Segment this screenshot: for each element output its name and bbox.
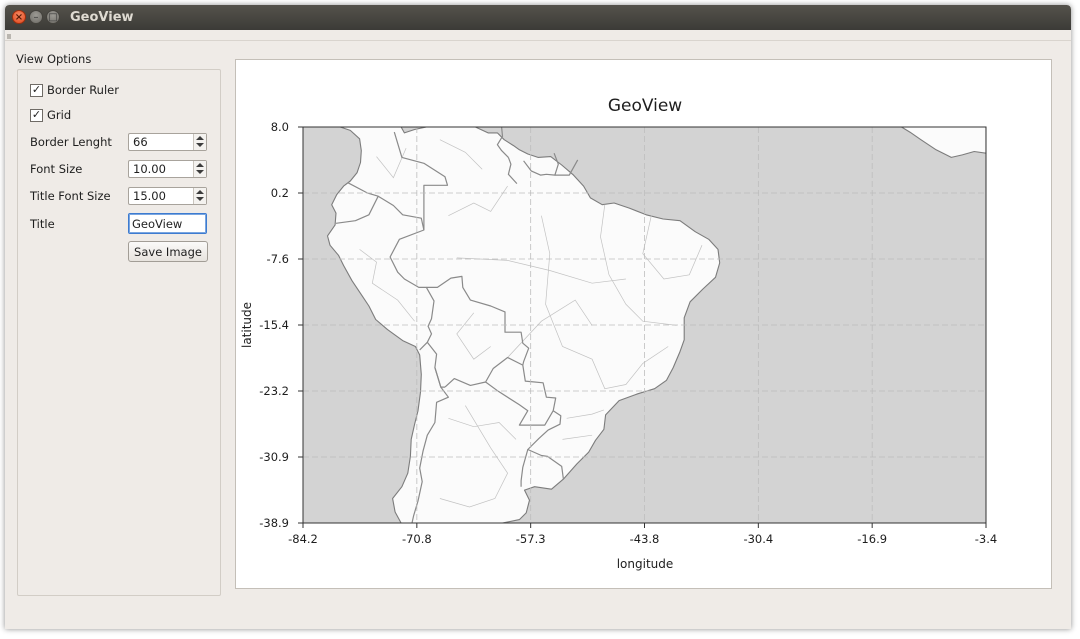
x-tick-label: -70.8 <box>402 532 432 546</box>
country-border <box>507 157 518 185</box>
minimize-icon: – <box>33 12 39 23</box>
country-border <box>426 275 530 366</box>
province-border <box>456 257 626 284</box>
arrow-up-icon[interactable] <box>196 136 204 140</box>
view-options-group <box>17 69 221 596</box>
y-tick-label: -7.6 <box>267 252 289 266</box>
y-tick-label: -30.9 <box>259 450 289 464</box>
font-size-label: Font Size <box>30 162 83 176</box>
arrow-up-icon[interactable] <box>196 190 204 194</box>
province-border <box>439 139 483 170</box>
font-size-stepper[interactable] <box>193 161 206 177</box>
x-tick-label: -43.8 <box>630 532 660 546</box>
checkmark-icon[interactable]: ✓ <box>30 108 43 122</box>
province-border <box>448 417 517 440</box>
arrow-down-icon[interactable] <box>196 143 204 147</box>
window-title: GeoView <box>70 10 134 25</box>
title-font-size-label: Title Font Size <box>30 189 111 203</box>
checkmark-icon[interactable]: ✓ <box>30 83 43 97</box>
title-font-size-stepper[interactable] <box>193 188 206 204</box>
maximize-window-button[interactable]: □ <box>46 10 60 24</box>
chart-title: GeoView <box>608 96 682 116</box>
country-border <box>485 381 554 426</box>
close-icon: × <box>14 12 24 23</box>
country-border <box>554 159 579 176</box>
y-tick-label: -23.2 <box>259 384 289 398</box>
grid-checkbox[interactable]: ✓ Grid <box>30 108 71 122</box>
border-length-label: Border Lenght <box>30 135 112 149</box>
title-font-size-spinbox[interactable]: 15.00 <box>128 187 207 205</box>
title-font-size-value: 15.00 <box>133 189 166 203</box>
arrow-down-icon[interactable] <box>196 170 204 174</box>
x-tick-label: -16.9 <box>857 532 887 546</box>
y-tick-label: -38.9 <box>259 516 289 530</box>
app-window: × – □ GeoView View Options ✓ Border Ruler… <box>5 5 1071 629</box>
province-border <box>600 204 677 326</box>
country-border <box>520 449 529 487</box>
grip-handle-icon[interactable] <box>7 34 11 39</box>
minimize-window-button[interactable]: – <box>29 10 43 24</box>
country-border <box>335 195 435 351</box>
close-window-button[interactable]: × <box>12 10 26 24</box>
view-options-label: View Options <box>16 52 92 66</box>
province-border <box>642 215 703 280</box>
border-ruler-label: Border Ruler <box>47 83 119 97</box>
country-border <box>393 131 449 230</box>
grid-label: Grid <box>47 108 72 122</box>
x-tick-label: -3.4 <box>975 532 997 546</box>
country-border <box>527 410 564 480</box>
x-tick-label: -57.3 <box>516 532 546 546</box>
maximize-icon: □ <box>48 12 58 23</box>
map-chart: -84.2 -70.8 -57.3 -43.8 -30.4 -16.9 -3.4 8.0 0.2… <box>240 96 997 571</box>
save-image-button[interactable]: Save Image <box>128 241 208 262</box>
province-border <box>448 185 508 217</box>
y-axis-label: latitude <box>240 302 254 348</box>
country-border <box>522 365 557 411</box>
province-border <box>507 299 593 358</box>
grid-layer <box>303 127 986 523</box>
arrow-down-icon[interactable] <box>196 197 204 201</box>
y-tick-label: 8.0 <box>271 120 289 134</box>
toolbar-area <box>5 32 1071 41</box>
border-length-spinbox[interactable]: 66 <box>128 133 207 151</box>
province-border <box>456 312 491 360</box>
x-axis-label: longitude <box>617 557 674 571</box>
title-bar[interactable]: × – □ GeoView <box>5 5 1071 30</box>
country-border <box>523 152 559 176</box>
y-tick-label: 0.2 <box>271 186 289 200</box>
y-tick-label: -15.4 <box>259 318 289 332</box>
country-border <box>496 127 509 158</box>
border-ruler-checkbox[interactable]: ✓ Border Ruler <box>30 83 119 97</box>
province-border <box>439 405 509 508</box>
x-tick-label: -30.4 <box>743 532 773 546</box>
font-size-spinbox[interactable]: 10.00 <box>128 160 207 178</box>
font-size-value: 10.00 <box>133 162 166 176</box>
province-border <box>359 249 415 322</box>
land-africa <box>868 127 986 158</box>
ticks-layer: -84.2 -70.8 -57.3 -43.8 -30.4 -16.9 -3.4 8.0 0.2… <box>259 120 997 546</box>
province-border <box>562 434 593 440</box>
province-border <box>541 215 669 390</box>
border-length-stepper[interactable] <box>193 134 206 150</box>
arrow-up-icon[interactable] <box>196 163 204 167</box>
country-border <box>411 367 449 523</box>
border-length-value: 66 <box>133 135 148 149</box>
x-tick-label: -84.2 <box>288 532 318 546</box>
title-input[interactable] <box>128 213 207 234</box>
map-canvas: -84.2 -70.8 -57.3 -43.8 -30.4 -16.9 -3.4 8.0 0.2… <box>235 59 1052 589</box>
province-border <box>566 409 605 419</box>
title-label: Title <box>30 217 55 231</box>
